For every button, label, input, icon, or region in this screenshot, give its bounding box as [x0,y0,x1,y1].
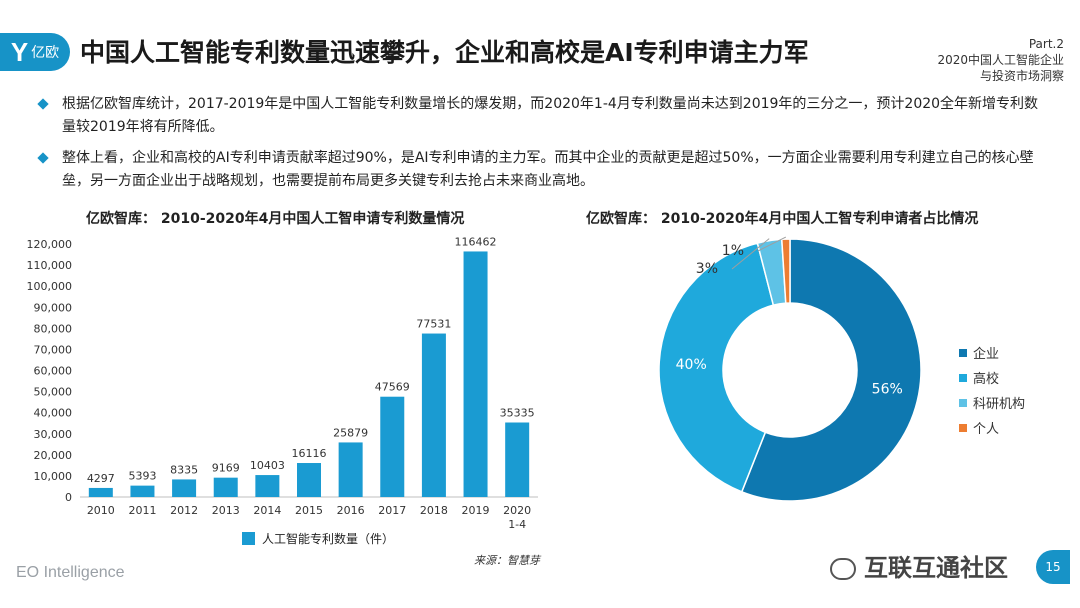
y-tick-label: 10,000 [34,470,73,483]
legend-label: 企业 [973,346,999,362]
legend-label: 高校 [973,371,999,387]
y-tick-label: 0 [65,491,72,504]
bullet-item: 整体上看，企业和高校的AI专利申请贡献率超过90%，是AI专利申请的主力军。而其… [36,147,1046,193]
slice-label: 40% [676,357,707,373]
x-tick-label: 2015 [295,504,323,517]
part-subtitle-line1: 2020中国人工智能企业 [937,53,1064,67]
y-tick-label: 90,000 [34,301,73,314]
bar [380,396,405,497]
legend-swatch [959,349,967,357]
x-tick-label: 2011 [128,504,156,517]
bullet-list: 根据亿欧智库统计，2017-2019年是中国人工智能专利数量增长的爆发期，而20… [36,93,1046,201]
x-tick-label: 2016 [337,504,365,517]
bar-chart-title: 亿欧智库： 2010-2020年4月中国人工智申请专利数量情况 [86,211,465,227]
y-tick-label: 60,000 [34,365,73,378]
data-label: 9169 [212,462,240,475]
legend-label: 人工智能专利数量（件） [262,531,394,546]
x-tick-label: 2014 [253,504,281,517]
slice-label: 56% [872,382,903,398]
x-tick-label: 2010 [87,504,115,517]
data-label: 10403 [250,459,285,472]
logo-y-icon: Y [10,36,29,67]
bullet-text: 根据亿欧智库统计，2017-2019年是中国人工智能专利数量增长的爆发期，而20… [62,96,1039,135]
y-tick-label: 120,000 [27,238,73,251]
part-subtitle-line2: 与投资市场洞察 [979,69,1064,83]
legend-swatch [959,399,967,407]
legend-swatch [959,374,967,382]
page-title: 中国人工智能专利数量迅速攀升，企业和高校是AI专利申请主力军 [80,38,809,67]
y-tick-label: 40,000 [34,407,73,420]
legend-swatch [242,532,255,545]
x-tick-label: 2012 [170,504,198,517]
legend-swatch [959,424,967,432]
bar [172,479,197,497]
data-label: 116462 [455,235,497,248]
bar [338,442,363,497]
x-tick-label: 2013 [212,504,240,517]
data-label: 47569 [375,381,410,394]
page-number: 15 [1036,550,1070,584]
y-tick-label: 20,000 [34,449,73,462]
data-label: 8335 [170,463,198,476]
data-label: 35335 [500,407,535,420]
bar-chart: 0 10,000 20,000 30,000 40,000 50,000 60,000 70,… [27,235,538,546]
part-number: Part.2 [1028,37,1064,51]
bar [255,475,280,497]
data-label: 5393 [128,470,156,483]
diamond-bullet-icon [37,98,49,110]
legend-label: 科研机构 [973,397,1025,412]
x-tick-label: 1-4 [508,518,526,531]
bar [505,422,530,497]
bar [421,333,446,497]
leader-line [731,238,770,270]
y-tick-label: 80,000 [34,322,73,335]
data-label: 77531 [416,318,451,331]
logo-text: 亿欧 [31,45,60,61]
diamond-bullet-icon [37,152,49,164]
y-tick-label: 30,000 [34,428,73,441]
data-label: 16116 [292,447,327,460]
wechat-icon [830,558,856,580]
y-tick-label: 100,000 [27,280,73,293]
y-tick-label: 110,000 [27,259,73,272]
x-tick-label: 2020 [503,504,531,517]
footer-brand: EO Intelligence [16,564,125,581]
brand-logo: Y 亿欧 [0,33,70,71]
leader-line [757,236,787,252]
x-tick-label: 2019 [462,504,490,517]
bar [213,477,238,497]
pie-chart-title: 亿欧智库： 2010-2020年4月中国人工智专利申请者占比情况 [586,211,979,227]
bar [88,487,113,497]
chart-source: 来源：智慧芽 [474,554,540,567]
watermark-text: 互联互通社区 [864,554,1008,582]
donut-slice [780,238,791,304]
data-label: 25879 [333,426,368,439]
bar [463,251,488,497]
section-label: Part.2 2020中国人工智能企业 与投资市场洞察 [937,36,1064,84]
bullet-text: 整体上看，企业和高校的AI专利申请贡献率超过90%，是AI专利申请的主力军。而其… [62,150,1034,189]
donut-slice [740,238,922,502]
legend-label: 个人 [973,422,999,437]
bar [130,485,155,497]
x-tick-label: 2017 [378,504,406,517]
slice-label: 3% [696,261,718,277]
y-tick-label: 70,000 [34,343,73,356]
donut-slice [658,242,775,493]
watermark: 互联互通社区 [830,548,1008,583]
slice-label: 1% [722,243,744,259]
bullet-item: 根据亿欧智库统计，2017-2019年是中国人工智能专利数量增长的爆发期，而20… [36,93,1046,139]
y-tick-label: 50,000 [34,386,73,399]
data-label: 4297 [87,472,115,485]
x-tick-label: 2018 [420,504,448,517]
bar [297,463,321,497]
